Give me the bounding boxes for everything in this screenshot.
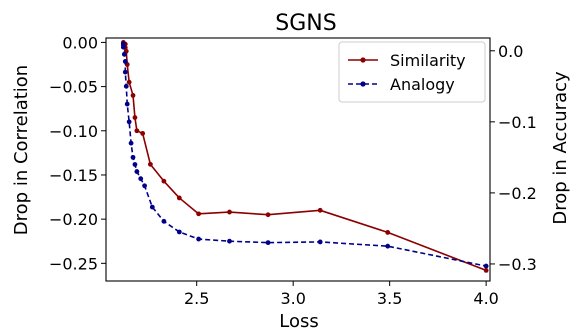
x-tick-label: 4.0 (473, 289, 498, 308)
series-point-similarity (385, 230, 391, 235)
series-point-analogy (130, 154, 136, 160)
series-point-analogy (126, 119, 132, 125)
series-point-analogy (138, 176, 144, 182)
y-right-tick-label: 0.0 (498, 42, 523, 61)
legend-marker-similarity (360, 57, 366, 63)
y-left-tick-label: 0.00 (62, 33, 98, 52)
series-point-analogy (121, 51, 127, 57)
series-point-analogy (385, 243, 391, 249)
series-point-analogy (122, 69, 128, 75)
x-axis-ticks: 2.5 3.0 3.5 4.0 (184, 281, 499, 308)
series-point-analogy (123, 83, 129, 89)
series-point-analogy (132, 162, 138, 167)
series-point-similarity (134, 128, 140, 134)
y-left-axis-ticks: 0.00 −0.05 −0.10 −0.15 −0.20 −0.25 (49, 33, 106, 273)
x-axis-label: Loss (279, 311, 318, 331)
series-point-similarity (317, 207, 323, 213)
series-point-similarity (147, 161, 153, 167)
y-left-tick-label: −0.25 (49, 254, 98, 273)
x-tick-label: 2.5 (184, 289, 209, 308)
series-point-analogy (134, 169, 140, 174)
series-point-analogy (176, 229, 182, 235)
y-left-tick-label: −0.15 (49, 166, 98, 185)
y-right-tick-label: −0.3 (498, 255, 537, 274)
series-point-analogy (120, 41, 126, 47)
series-point-analogy (483, 263, 489, 269)
series-point-similarity (176, 195, 182, 201)
plot-series (120, 40, 489, 273)
plot-frame (105, 37, 491, 282)
y-left-axis-label: Drop in Correlation (11, 65, 32, 235)
series-point-analogy (149, 204, 155, 210)
series-point-similarity (140, 131, 146, 136)
series-point-analogy (122, 59, 128, 64)
y-right-axis-ticks: 0.0 −0.1 −0.2 −0.3 (490, 42, 537, 274)
series-point-analogy (120, 44, 126, 50)
series-point-analogy (265, 240, 271, 246)
y-left-tick-label: −0.10 (49, 122, 98, 141)
series-point-similarity (132, 115, 138, 120)
series-point-similarity (483, 267, 489, 273)
legend-marker-analogy (360, 81, 366, 87)
legend: Similarity Analogy (338, 41, 486, 103)
series-point-analogy (196, 236, 202, 242)
series-point-analogy (128, 140, 134, 146)
legend-box (338, 41, 486, 103)
series-point-similarity (126, 79, 132, 85)
y-right-tick-label: −0.1 (498, 113, 537, 132)
series-point-similarity (161, 178, 167, 184)
x-tick-label: 3.5 (377, 289, 402, 308)
y-left-tick-label: −0.20 (49, 210, 98, 229)
series-point-analogy (161, 218, 167, 224)
series-point-analogy (142, 183, 147, 189)
series-point-similarity (265, 212, 271, 218)
y-right-axis-label: Drop in Accuracy (550, 71, 571, 225)
x-tick-label: 3.0 (280, 289, 305, 308)
series-point-analogy (317, 239, 323, 245)
legend-label-similarity: Similarity (390, 51, 466, 70)
legend-label-analogy: Analogy (390, 75, 455, 94)
series-point-analogy (124, 101, 130, 107)
y-left-tick-label: −0.05 (49, 78, 98, 97)
series-point-similarity (196, 211, 202, 217)
series-point-similarity (227, 209, 232, 215)
series-point-similarity (130, 93, 136, 98)
chart-title: SGNS (275, 11, 336, 36)
series-point-analogy (227, 238, 232, 244)
y-right-tick-label: −0.2 (498, 184, 537, 203)
